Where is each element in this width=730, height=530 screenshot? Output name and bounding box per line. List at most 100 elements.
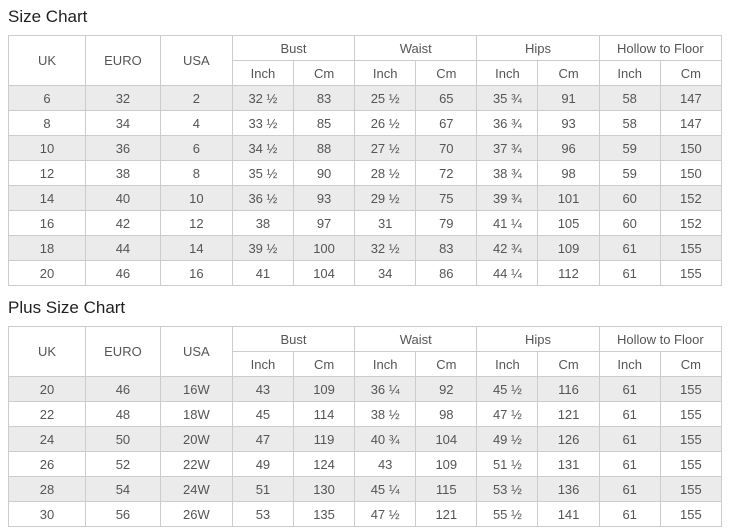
table-cell: 61 [598,451,661,477]
table-cell: 60 [598,185,661,211]
table-cell: 97 [292,210,356,236]
table-cell: 58 [598,110,661,136]
table-cell: 35 ½ [231,160,294,186]
table-cell: 90 [292,160,356,186]
plus-size-chart-title: Plus Size Chart [8,298,126,317]
table-cell: 12 [159,210,233,236]
table-cell: 35 ¾ [476,85,539,111]
table-row: 6 32 2 32 ½ 83 25 ½ 65 35 ¾ 91 58 147 [8,85,723,111]
table-cell: 88 [292,135,356,161]
table-cell: 30 [8,501,86,527]
table-cell: 67 [415,110,478,136]
col-header-hips-cm: Cm [537,60,600,86]
size-chart-title: Size Chart [8,7,88,26]
table-cell: 61 [598,401,661,427]
table-row: 20 46 16W 43 109 36 ¼ 92 45 ½ 116 61 155 [8,376,723,402]
table-cell: 46 [85,260,161,286]
table-cell: 72 [415,160,478,186]
table-cell: 61 [598,260,661,286]
table-cell: 85 [292,110,356,136]
table-cell: 45 [231,401,294,427]
table-cell: 152 [659,210,723,236]
table-cell: 150 [659,135,723,161]
table-cell: 83 [415,235,478,261]
table-cell: 155 [659,376,723,402]
size-chart-table-body: 6 32 2 32 ½ 83 25 ½ 65 35 ¾ 91 58 147 8 34 4 33 ½ 85 26 … [8,85,723,286]
table-cell: 109 [537,235,600,261]
table-cell: 55 ½ [476,501,539,527]
table-cell: 36 [85,135,161,161]
table-cell: 105 [537,210,600,236]
table-cell: 40 [85,185,161,211]
table-row: 14 40 10 36 ½ 93 29 ½ 75 39 ¾ 101 60 152 [8,185,723,211]
table-cell: 54 [85,476,161,502]
table-cell: 70 [415,135,478,161]
table-row: 18 44 14 39 ½ 100 32 ½ 83 42 ¾ 109 61 155 [8,235,723,261]
table-cell: 24 [8,426,86,452]
table-cell: 155 [659,426,723,452]
table-cell: 32 [85,85,161,111]
col-header-uk: UK [8,326,86,377]
table-cell: 6 [8,85,86,111]
table-cell: 58 [598,85,661,111]
table-cell: 20 [8,376,86,402]
table-cell: 8 [159,160,233,186]
plus-size-chart-table: UK EURO USA Bust Waist Hips Hollow to Fl… [8,326,723,527]
table-cell: 47 [231,426,294,452]
table-cell: 93 [292,185,356,211]
table-cell: 100 [292,235,356,261]
table-cell: 131 [537,451,600,477]
table-cell: 136 [537,476,600,502]
col-header-bust-inch: Inch [231,351,294,377]
size-chart-table-header: UK EURO USA Bust Waist Hips Hollow to Fl… [8,35,723,86]
col-header-euro: EURO [85,326,161,377]
col-header-hollow-to-floor: Hollow to Floor [598,35,723,61]
table-cell: 53 [231,501,294,527]
table-cell: 150 [659,160,723,186]
col-header-bust: Bust [231,35,356,61]
table-row: 20 46 16 41 104 34 86 44 ¼ 112 61 155 [8,260,723,286]
table-row: 8 34 4 33 ½ 85 26 ½ 67 36 ¾ 93 58 147 [8,110,723,136]
col-header-waist: Waist [354,35,478,61]
col-header-waist-inch: Inch [354,351,417,377]
table-row: 12 38 8 35 ½ 90 28 ½ 72 38 ¾ 98 59 150 [8,160,723,186]
table-cell: 155 [659,451,723,477]
plus-size-chart-table-body: 20 46 16W 43 109 36 ¼ 92 45 ½ 116 61 155 22 48 18W 45 1… [8,376,723,527]
col-header-uk: UK [8,35,86,86]
table-cell: 22W [159,451,233,477]
table-cell: 155 [659,476,723,502]
table-cell: 65 [415,85,478,111]
table-cell: 44 [85,235,161,261]
table-cell: 36 ¾ [476,110,539,136]
col-header-hollow-cm: Cm [659,60,723,86]
table-cell: 61 [598,235,661,261]
table-cell: 42 ¾ [476,235,539,261]
table-cell: 26 ½ [354,110,417,136]
col-header-hollow-inch: Inch [598,351,661,377]
table-cell: 16 [8,210,86,236]
table-cell: 37 ¾ [476,135,539,161]
table-cell: 155 [659,501,723,527]
table-cell: 147 [659,110,723,136]
table-cell: 4 [159,110,233,136]
table-cell: 45 ½ [476,376,539,402]
table-cell: 32 ½ [354,235,417,261]
table-cell: 16W [159,376,233,402]
col-header-hips: Hips [476,326,600,352]
table-cell: 61 [598,476,661,502]
table-cell: 141 [537,501,600,527]
table-cell: 18 [8,235,86,261]
col-header-waist: Waist [354,326,478,352]
table-cell: 42 [85,210,161,236]
table-cell: 86 [415,260,478,286]
col-header-bust-cm: Cm [292,351,356,377]
table-cell: 47 ½ [354,501,417,527]
size-chart-table: UK EURO USA Bust Waist Hips Hollow to Fl… [8,35,723,286]
table-row: 22 48 18W 45 114 38 ½ 98 47 ½ 121 61 155 [8,401,723,427]
col-header-hollow-to-floor: Hollow to Floor [598,326,723,352]
table-cell: 91 [537,85,600,111]
col-header-hips-inch: Inch [476,351,539,377]
table-cell: 36 ¼ [354,376,417,402]
table-cell: 130 [292,476,356,502]
